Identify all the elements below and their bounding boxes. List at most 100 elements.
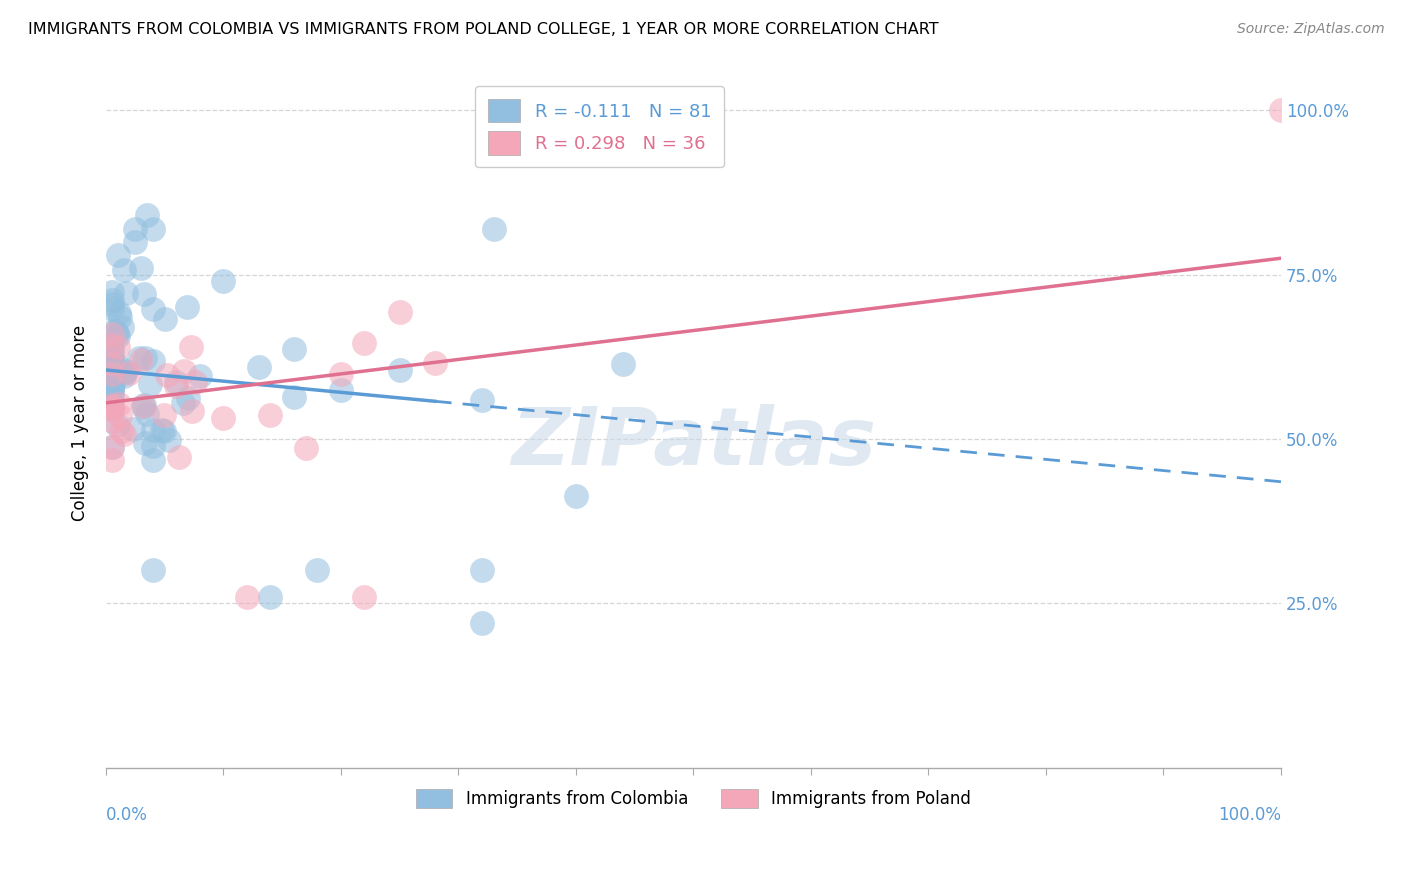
Point <box>101 325 124 339</box>
Point <box>307 564 329 578</box>
Point <box>184 375 207 389</box>
Point <box>115 364 138 378</box>
Point <box>114 286 136 301</box>
Point <box>101 302 124 317</box>
Point <box>212 411 235 425</box>
Text: ZIPatlas: ZIPatlas <box>510 404 876 483</box>
Text: Source: ZipAtlas.com: Source: ZipAtlas.com <box>1237 22 1385 37</box>
Point <box>142 354 165 368</box>
Y-axis label: College, 1 year or more: College, 1 year or more <box>72 325 89 521</box>
Point <box>134 435 156 450</box>
Point <box>1270 103 1292 118</box>
Point <box>471 564 494 578</box>
Point <box>101 414 124 428</box>
Point <box>177 391 200 405</box>
Point <box>101 350 124 364</box>
Point <box>107 397 129 411</box>
Point <box>176 300 198 314</box>
Point <box>142 564 165 578</box>
Point <box>128 351 150 365</box>
Point <box>482 221 505 235</box>
Point <box>105 324 128 338</box>
Point <box>124 221 146 235</box>
Point <box>101 400 124 414</box>
Point <box>101 386 124 401</box>
Point <box>101 378 124 392</box>
Point <box>259 590 281 604</box>
Point <box>353 590 375 604</box>
Point <box>118 366 141 380</box>
Point <box>101 401 124 416</box>
Point <box>165 379 187 393</box>
Point <box>129 353 152 368</box>
Point <box>388 305 411 319</box>
Point <box>212 274 235 288</box>
Point <box>136 209 159 223</box>
Point <box>101 440 124 454</box>
Point <box>101 326 124 341</box>
Point <box>107 340 129 354</box>
Point <box>108 409 131 423</box>
Point <box>101 337 124 351</box>
Point <box>112 262 135 277</box>
Point <box>294 442 316 456</box>
Point <box>188 369 211 384</box>
Point <box>165 375 187 389</box>
Point <box>153 408 176 422</box>
Point <box>471 616 494 631</box>
Point <box>134 286 156 301</box>
Point <box>101 293 124 307</box>
Point <box>101 453 124 467</box>
Legend: Immigrants from Colombia, Immigrants from Poland: Immigrants from Colombia, Immigrants fro… <box>409 782 979 814</box>
Point <box>142 452 165 467</box>
Point <box>112 367 135 381</box>
Point <box>142 423 165 437</box>
Point <box>107 359 129 373</box>
Point <box>423 356 446 370</box>
Point <box>101 381 124 395</box>
Point <box>142 301 165 316</box>
Point <box>181 404 204 418</box>
Point <box>101 363 124 377</box>
Point <box>101 403 124 417</box>
Point <box>150 423 173 437</box>
Point <box>156 368 179 382</box>
Point <box>132 398 155 412</box>
Point <box>129 261 152 276</box>
Point <box>157 433 180 447</box>
Point <box>101 377 124 392</box>
Point <box>112 369 135 384</box>
Point <box>101 377 124 392</box>
Point <box>153 424 176 438</box>
Point <box>110 424 132 438</box>
Text: 0.0%: 0.0% <box>105 805 148 823</box>
Point <box>101 340 124 354</box>
Point <box>153 312 176 326</box>
Point <box>612 358 634 372</box>
Point <box>121 422 143 436</box>
Point <box>107 328 129 343</box>
Point <box>101 352 124 367</box>
Point <box>101 391 124 405</box>
Text: IMMIGRANTS FROM COLOMBIA VS IMMIGRANTS FROM POLAND COLLEGE, 1 YEAR OR MORE CORRE: IMMIGRANTS FROM COLOMBIA VS IMMIGRANTS F… <box>28 22 939 37</box>
Point <box>101 400 124 414</box>
Point <box>131 399 153 413</box>
Point <box>283 342 305 356</box>
Point <box>173 364 195 378</box>
Text: 100.0%: 100.0% <box>1218 805 1281 823</box>
Point <box>105 418 128 433</box>
Point <box>388 363 411 377</box>
Point <box>105 326 128 341</box>
Point <box>329 368 352 382</box>
Point <box>101 357 124 371</box>
Point <box>101 367 124 381</box>
Point <box>134 351 156 365</box>
Point <box>101 297 124 311</box>
Point <box>471 393 494 408</box>
Point <box>172 396 194 410</box>
Point <box>142 221 165 235</box>
Point <box>108 310 131 325</box>
Point <box>101 363 124 377</box>
Point <box>107 248 129 262</box>
Point <box>124 235 146 249</box>
